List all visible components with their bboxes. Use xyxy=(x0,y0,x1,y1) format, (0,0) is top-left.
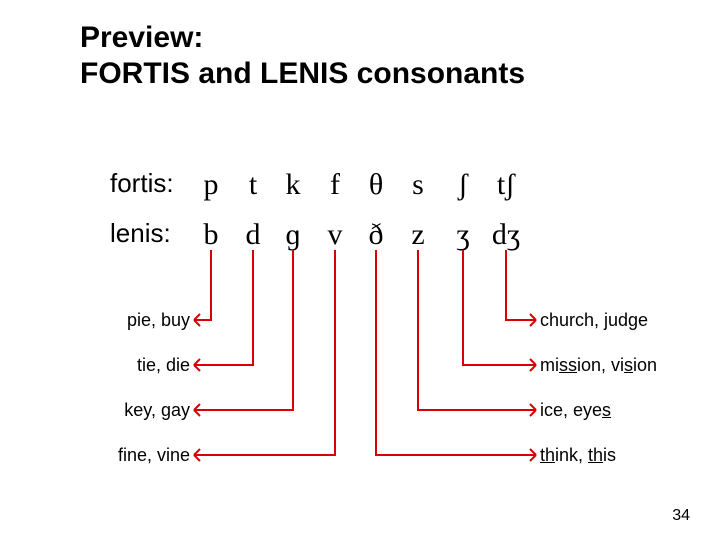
example-left: key, gay xyxy=(124,400,190,421)
title-line-2: FORTIS and LENIS consonants xyxy=(80,57,525,90)
fortis-label: fortis: xyxy=(110,168,174,199)
lenis-symbol: ʒ xyxy=(443,218,483,252)
example-right: ice, eyes xyxy=(540,400,611,421)
fortis-symbol: k xyxy=(273,168,313,202)
example-right: think, this xyxy=(540,445,616,466)
fortis-symbol: θ xyxy=(356,168,396,202)
lenis-symbol: d xyxy=(233,218,273,252)
fortis-symbol: s xyxy=(398,168,438,202)
page-number: 34 xyxy=(672,507,690,525)
lenis-symbol: dʒ xyxy=(486,218,526,252)
fortis-symbol: tʃ xyxy=(486,168,526,202)
slide-title: Preview: FORTIS and LENIS consonants xyxy=(80,20,525,92)
fortis-symbol: ʃ xyxy=(443,168,483,202)
lenis-symbol: z xyxy=(398,218,438,252)
example-left: tie, die xyxy=(137,355,190,376)
lenis-symbol: ð xyxy=(356,218,396,252)
example-right: mission, vision xyxy=(540,355,657,376)
example-left: fine, vine xyxy=(118,445,190,466)
fortis-symbol: p xyxy=(191,168,231,202)
lenis-label: lenis: xyxy=(110,218,171,249)
fortis-symbol: f xyxy=(315,168,355,202)
example-right: church, judge xyxy=(540,310,648,331)
lenis-symbol: v xyxy=(315,218,355,252)
fortis-symbol: t xyxy=(233,168,273,202)
lenis-symbol: ɡ xyxy=(273,218,313,252)
title-line-1: Preview: xyxy=(80,21,203,54)
lenis-symbol: b xyxy=(191,218,231,252)
example-left: pie, buy xyxy=(127,310,190,331)
